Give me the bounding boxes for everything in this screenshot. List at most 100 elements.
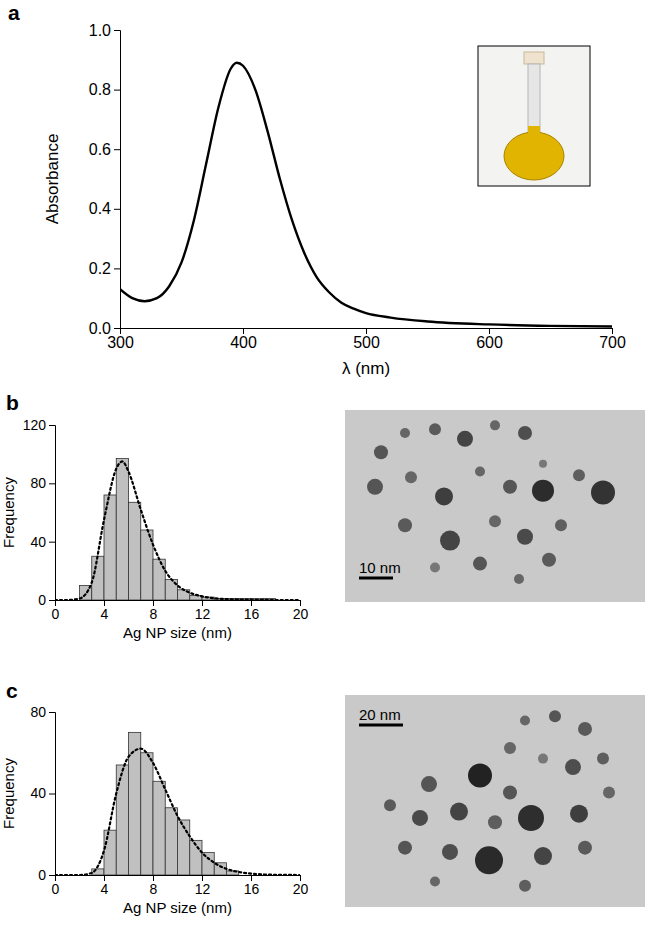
bar: [153, 559, 165, 600]
tick-label: 8: [150, 606, 158, 622]
particle: [398, 841, 412, 855]
tick-label: 0.0: [89, 320, 111, 337]
y-axis-title: Absorbance: [43, 134, 62, 225]
bar: [129, 502, 141, 600]
particle: [555, 519, 567, 531]
tick: 0.2: [89, 260, 120, 277]
tick: 4: [101, 875, 109, 897]
axis-line: [49, 426, 56, 601]
y-axis-title: Frequency: [0, 477, 17, 548]
tick-label: 0: [38, 867, 46, 883]
tick-label: 80: [30, 475, 46, 491]
flask-liquid: [528, 126, 540, 136]
tick-mark: [49, 425, 55, 426]
particle: [514, 574, 524, 584]
bar: [141, 753, 153, 875]
bar: [116, 459, 128, 600]
tick-label: 0.6: [89, 141, 111, 158]
tick: 1.0: [89, 22, 120, 39]
tick-mark: [114, 30, 120, 31]
scale-bar-label: 10 nm: [359, 559, 401, 576]
label-patch: [356, 559, 404, 585]
tick-label: 1.0: [89, 22, 111, 39]
tick-mark: [114, 328, 120, 329]
x-axis: 048121620: [52, 875, 309, 897]
scale-bar-label: 20 nm: [359, 706, 401, 723]
inset-photo: [478, 46, 590, 186]
tem-image: 20 nm: [345, 695, 645, 907]
tick-mark: [49, 794, 55, 795]
tick-label: 16: [244, 606, 260, 622]
y-axis: 04080120: [23, 417, 56, 608]
scale-bar: [359, 577, 393, 580]
tick: 0.0: [89, 320, 120, 337]
particle: [450, 803, 468, 821]
panel: 3004005006007000.00.20.40.60.81.0λ (nm)A…: [8, 1, 626, 378]
tick-mark: [366, 328, 367, 334]
tick: 20: [293, 600, 309, 622]
panel-letter: a: [8, 1, 20, 24]
particle: [398, 518, 412, 532]
particle: [517, 529, 533, 545]
axis-line: [114, 31, 121, 329]
tick: 40: [30, 534, 55, 550]
particle: [534, 847, 552, 865]
bar: [153, 781, 165, 875]
tick: 600: [476, 328, 503, 351]
tick-label: 40: [30, 785, 46, 801]
particle: [400, 428, 410, 438]
tick-label: 80: [30, 704, 46, 720]
particle: [405, 471, 417, 483]
tick-label: 0.8: [89, 81, 111, 98]
plot-area: [120, 63, 612, 327]
particle: [504, 742, 516, 754]
particle: [429, 423, 441, 435]
flask-body: [504, 132, 564, 180]
x-axis-title: λ (nm): [342, 359, 390, 378]
x-axis-title: Ag NP size (nm): [123, 899, 232, 916]
panel: 04812162004080120Ag NP size (nm)Frequenc…: [0, 391, 308, 641]
tick: 120: [23, 417, 55, 433]
tick: 12: [195, 875, 211, 897]
bar: [104, 830, 116, 875]
particle: [412, 810, 428, 826]
x-axis-title: Ag NP size (nm): [123, 624, 232, 641]
particle: [490, 420, 500, 430]
particle: [489, 515, 501, 527]
panel: 04812162004080Ag NP size (nm)Frequencyc: [0, 679, 308, 916]
photo-frame: [478, 46, 590, 186]
particle: [384, 799, 396, 811]
tick: 8: [150, 875, 158, 897]
particle: [430, 562, 440, 572]
tick-label: 12: [195, 881, 211, 897]
tick-mark: [243, 328, 244, 334]
particle: [578, 722, 592, 736]
tick: 0: [52, 600, 60, 622]
tick-label: 8: [150, 881, 158, 897]
particle: [468, 764, 492, 788]
particle: [520, 715, 530, 725]
tick-label: 12: [195, 606, 211, 622]
particle: [518, 426, 532, 440]
tick: 20: [293, 875, 309, 897]
tick-mark: [489, 328, 490, 334]
particle: [603, 787, 615, 799]
tick: 12: [195, 600, 211, 622]
particle: [573, 469, 585, 481]
tick: 400: [230, 328, 257, 351]
tick: 4: [101, 600, 109, 622]
stopper: [524, 52, 544, 64]
image-background: [345, 410, 645, 602]
particle: [488, 815, 502, 829]
particle: [591, 481, 615, 505]
tick-mark: [49, 600, 55, 601]
tick-label: 4: [101, 606, 109, 622]
tick: 80: [30, 475, 55, 491]
tick-label: 400: [230, 334, 257, 351]
particle: [503, 786, 517, 800]
tick: 300: [107, 328, 134, 351]
tick-label: 20: [293, 606, 309, 622]
particle: [435, 487, 453, 505]
spectrum-line: [120, 63, 612, 327]
particle: [442, 844, 458, 860]
